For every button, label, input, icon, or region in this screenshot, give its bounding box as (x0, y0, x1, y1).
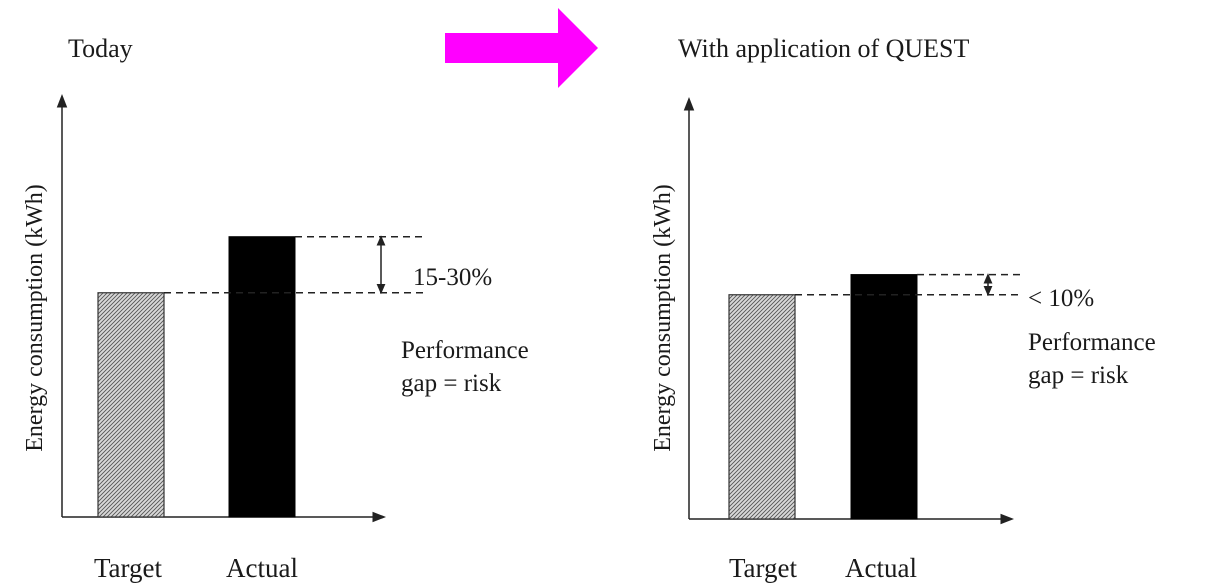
note-line-2: gap = risk (1028, 362, 1129, 389)
bar-actual (850, 274, 918, 520)
gap-label: < 10% (1028, 285, 1094, 312)
note-line-1: Performance (401, 337, 529, 364)
bar-target (97, 292, 165, 518)
x-tick-actual: Actual (226, 553, 298, 583)
panel-with-quest: With application of QUEST Energy consump… (650, 34, 1156, 583)
x-tick-actual: Actual (845, 553, 917, 583)
bar-target (728, 294, 796, 520)
note-line-1: Performance (1028, 329, 1156, 356)
x-tick-target: Target (94, 553, 163, 583)
y-axis-label: Energy consumption (kWh) (22, 184, 48, 452)
transition-arrow (445, 8, 598, 88)
panel-title: With application of QUEST (678, 34, 970, 63)
note-line-2: gap = risk (401, 370, 502, 397)
y-axis-label: Energy consumption (kWh) (650, 184, 676, 452)
gap-label: 15-30% (413, 264, 492, 291)
panel-title: Today (68, 34, 133, 63)
bar-actual (228, 236, 296, 518)
panel-today: Today Energy consumption (kWh) 15-30% Pe… (22, 34, 529, 583)
x-tick-target: Target (729, 553, 798, 583)
